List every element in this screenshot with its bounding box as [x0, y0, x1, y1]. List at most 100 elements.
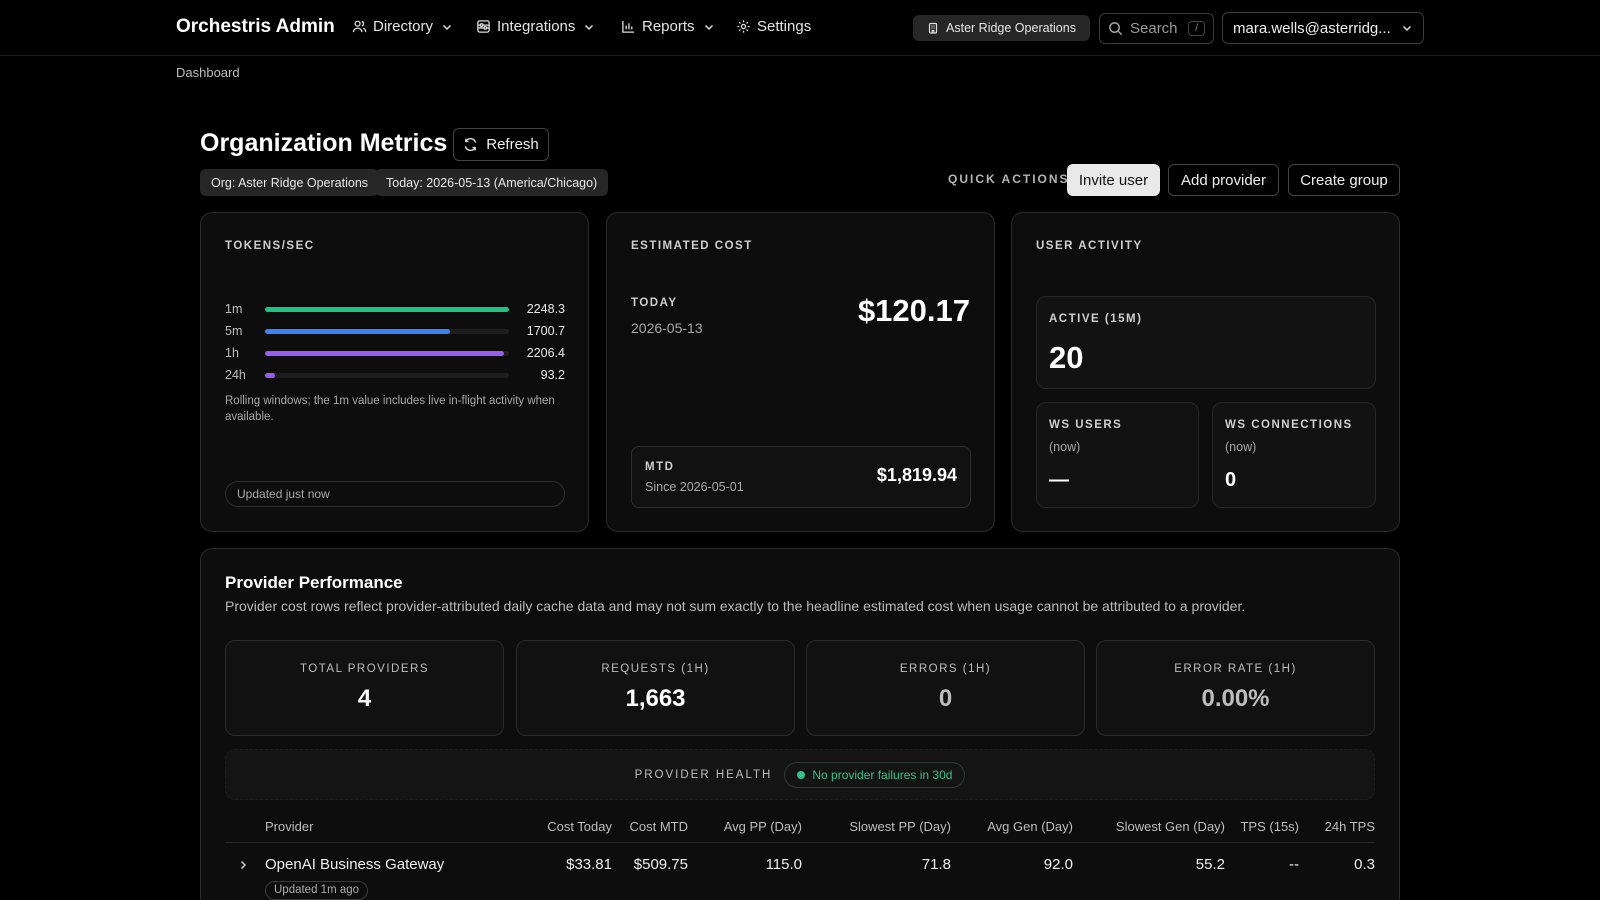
col-cost-mtd[interactable]: Cost MTD: [629, 819, 689, 834]
cost-today-label: TODAY: [631, 297, 678, 309]
nav-reports[interactable]: Reports: [621, 18, 715, 35]
search-label: Search: [1130, 20, 1178, 37]
org-switcher[interactable]: Aster Ridge Operations: [913, 15, 1090, 41]
tokens-value: 2206.4: [526, 346, 565, 360]
tokens-bar: [265, 328, 509, 334]
tokens-bar-fill: [265, 372, 275, 378]
tokens-bar-fill: [265, 350, 505, 356]
col-tps-15s[interactable]: TPS (15s): [1240, 819, 1299, 834]
col-slowest-gen[interactable]: Slowest Gen (Day): [1115, 819, 1225, 834]
chevron-down-icon: [585, 24, 594, 30]
quick-actions-label: QUICK ACTIONS: [948, 172, 1070, 186]
provider-health-label: PROVIDER HEALTH: [634, 768, 773, 781]
stat-value: 1,663: [625, 685, 686, 712]
col-provider[interactable]: Provider: [265, 819, 314, 834]
col-avg-gen[interactable]: Avg Gen (Day): [987, 819, 1073, 834]
nav-directory[interactable]: Directory: [352, 18, 453, 35]
ws-users-sub: (now): [1049, 440, 1081, 454]
cost-mtd-label: MTD: [645, 461, 675, 473]
stat-label: REQUESTS (1H): [601, 663, 710, 675]
tokens-updated: Updated just now: [225, 481, 565, 507]
nav-reports-label: Reports: [642, 18, 695, 35]
activity-card: USER ACTIVITY ACTIVE (15M) 20 WS USERS (…: [1011, 212, 1400, 532]
tokens-row: 24h 93.2: [225, 367, 565, 383]
cell-cost-mtd: $509.75: [633, 856, 688, 873]
top-nav: Orchestris Admin Directory Integrations …: [0, 0, 1600, 56]
add-provider-button[interactable]: Add provider: [1168, 164, 1279, 196]
provider-performance-title: Provider Performance: [225, 573, 403, 592]
cell-slowest-gen: 55.2: [1195, 856, 1225, 873]
tokens-bar: [265, 350, 509, 356]
ws-connections-label: WS CONNECTIONS: [1225, 419, 1353, 431]
tokens-row: 1m 2248.3: [225, 301, 565, 317]
stat-total-providers: TOTAL PROVIDERS 4: [225, 640, 504, 736]
create-group-button[interactable]: Create group: [1288, 164, 1400, 196]
chevron-down-icon: [1402, 25, 1412, 32]
stat-label: TOTAL PROVIDERS: [299, 663, 429, 675]
ws-users-label: WS USERS: [1049, 419, 1123, 431]
tokens-window: 5m: [225, 324, 243, 338]
search-icon: [1109, 22, 1123, 36]
bar-chart-icon: [622, 20, 635, 33]
tokens-window: 1h: [225, 346, 239, 360]
active-users-label: ACTIVE (15M): [1049, 313, 1143, 325]
brand-title[interactable]: Orchestris Admin: [176, 16, 335, 37]
breadcrumb[interactable]: Dashboard: [176, 65, 240, 80]
cost-mtd-box: MTD Since 2026-05-01 $1,819.94: [631, 446, 971, 508]
tokens-value: 1700.7: [526, 324, 565, 338]
tokens-window: 1m: [225, 302, 243, 316]
col-slowest-pp[interactable]: Slowest PP (Day): [849, 819, 951, 834]
search-input[interactable]: Search /: [1099, 13, 1214, 44]
refresh-icon: [464, 137, 477, 152]
status-dot-icon: [797, 770, 806, 779]
col-cost-today[interactable]: Cost Today: [547, 819, 612, 834]
page-title: Organization Metrics: [200, 129, 448, 157]
tokens-card-label: TOKENS/SEC: [225, 240, 315, 252]
tokens-bar: [265, 306, 509, 312]
gear-icon: [737, 20, 750, 33]
tokens-value: 93.2: [540, 368, 565, 382]
ws-users-value: —: [1049, 469, 1069, 491]
provider-updated-badge: Updated 1m ago: [265, 881, 369, 900]
stat-errors: ERRORS (1H) 0: [806, 640, 1085, 736]
stat-label: ERRORS (1H): [899, 663, 992, 675]
user-menu[interactable]: mara.wells@asterridg...: [1222, 12, 1424, 44]
cost-card: ESTIMATED COST TODAY 2026-05-13 $120.17 …: [606, 212, 995, 532]
refresh-button[interactable]: Refresh: [453, 128, 549, 161]
tokens-bar-fill: [265, 306, 509, 312]
cost-mtd-since: Since 2026-05-01: [645, 480, 744, 494]
chevron-right-icon[interactable]: [237, 859, 249, 871]
nav-settings-label: Settings: [757, 18, 812, 35]
refresh-label: Refresh: [486, 136, 539, 153]
provider-health-bar: PROVIDER HEALTH No provider failures in …: [225, 749, 1375, 800]
provider-performance-desc: Provider cost rows reflect provider-attr…: [225, 598, 1246, 614]
cell-slowest-pp: 71.8: [921, 856, 951, 873]
active-users-value: 20: [1049, 340, 1084, 375]
ws-connections-value: 0: [1225, 469, 1237, 491]
tokens-window: 24h: [225, 368, 246, 382]
search-shortcut: /: [1188, 21, 1205, 36]
col-tps-24h[interactable]: 24h TPS: [1324, 819, 1375, 834]
provider-table-header: Provider Cost Today Cost MTD Avg PP (Day…: [225, 811, 1375, 843]
ws-connections-box: WS CONNECTIONS (now) 0: [1212, 402, 1376, 508]
cost-today-value: $120.17: [857, 293, 970, 328]
col-avg-pp[interactable]: Avg PP (Day): [723, 819, 802, 834]
chevron-down-icon: [442, 24, 452, 30]
tokens-note: Rolling windows; the 1m value includes l…: [225, 395, 555, 423]
ws-connections-sub: (now): [1225, 440, 1257, 454]
cost-card-label: ESTIMATED COST: [631, 240, 753, 252]
invite-user-button[interactable]: Invite user: [1067, 164, 1160, 196]
nav-settings[interactable]: Settings: [736, 18, 811, 35]
provider-health-status: No provider failures in 30d: [784, 761, 966, 788]
cost-mtd-value: $1,819.94: [876, 465, 957, 485]
cost-today-date: 2026-05-13: [631, 320, 703, 336]
chevron-down-icon: [704, 24, 713, 30]
integrations-icon: [477, 20, 490, 33]
nav-integrations[interactable]: Integrations: [476, 18, 595, 35]
activity-card-label: USER ACTIVITY: [1036, 240, 1143, 252]
provider-name[interactable]: OpenAI Business Gateway: [265, 856, 445, 873]
stat-label: ERROR RATE (1H): [1174, 663, 1297, 675]
tokens-bar: [265, 372, 509, 378]
stat-value: 0.00%: [1201, 685, 1270, 712]
tokens-value: 2248.3: [526, 302, 565, 316]
